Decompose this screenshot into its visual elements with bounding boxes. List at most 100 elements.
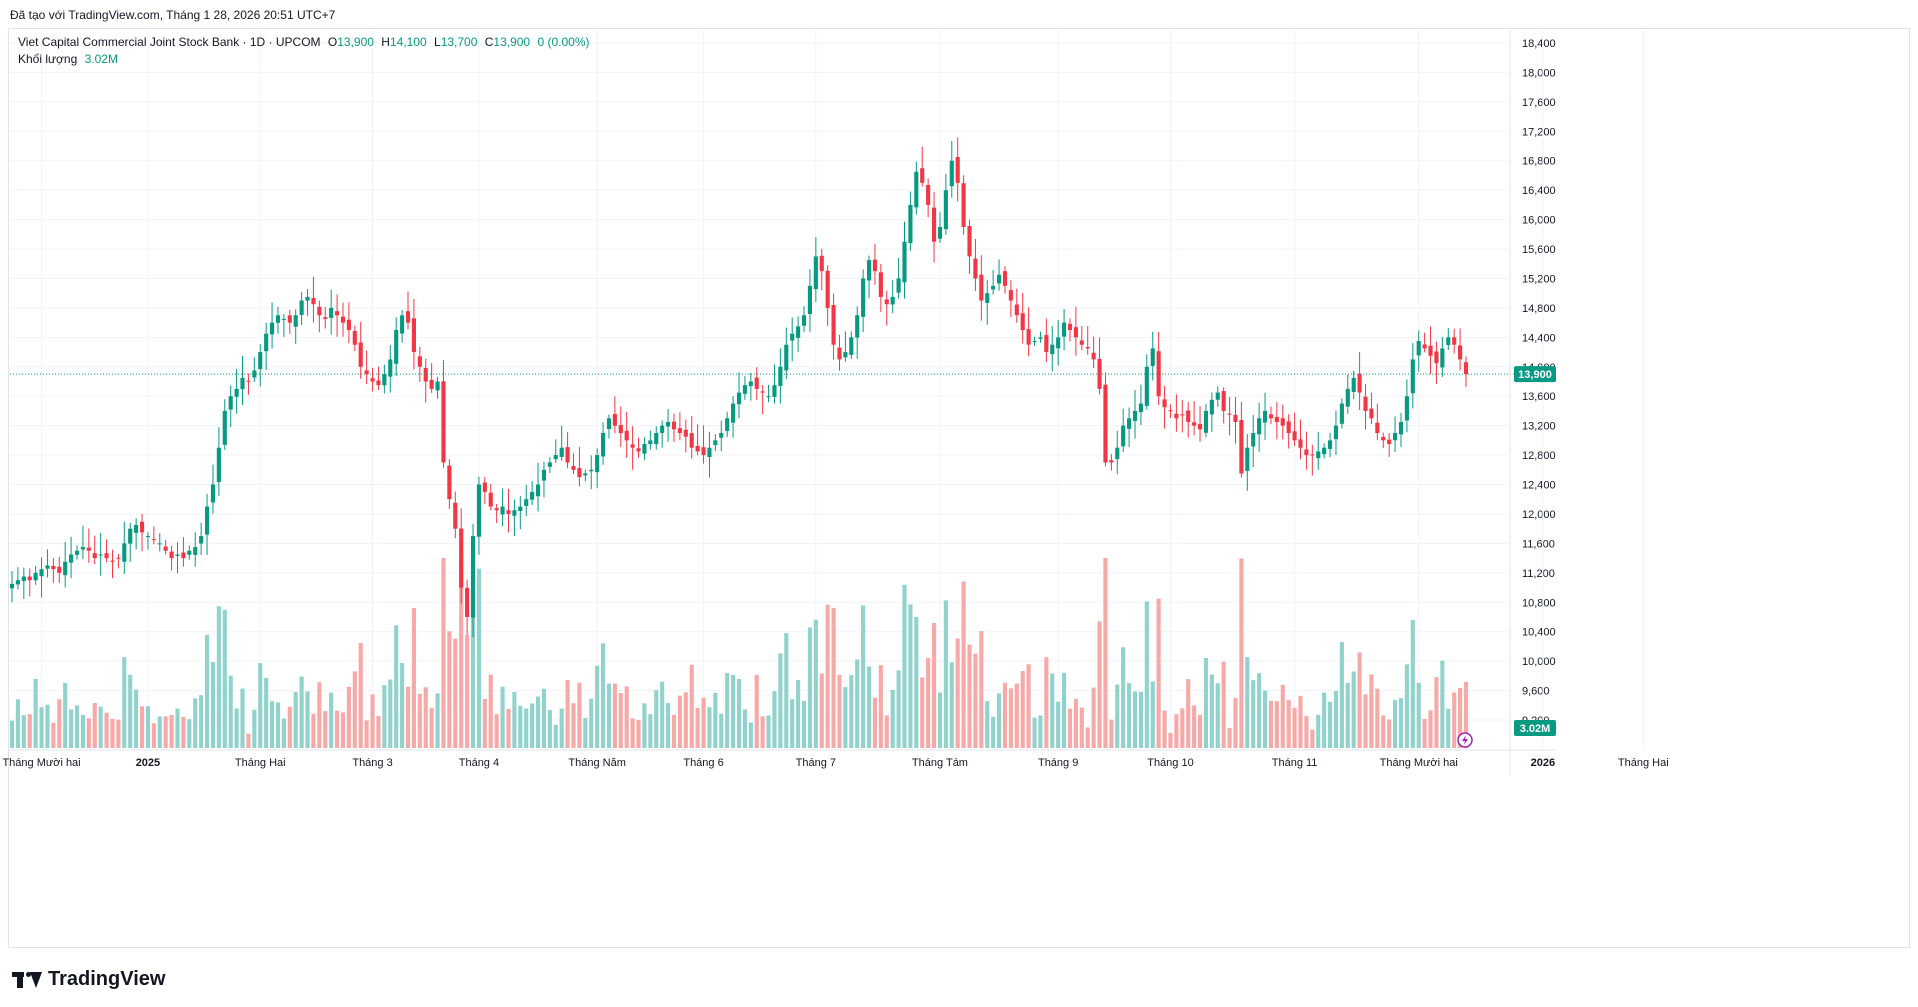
candle-body[interactable] bbox=[1103, 384, 1108, 463]
candle-body[interactable] bbox=[9, 583, 15, 589]
candle-body[interactable] bbox=[1186, 410, 1191, 422]
candle-body[interactable] bbox=[772, 385, 777, 397]
candle-body[interactable] bbox=[110, 560, 115, 562]
candle-body[interactable] bbox=[169, 551, 174, 559]
candle-body[interactable] bbox=[299, 300, 304, 315]
candle-body[interactable] bbox=[606, 418, 612, 430]
candle-body[interactable] bbox=[1310, 454, 1315, 456]
candle-body[interactable] bbox=[1257, 418, 1262, 435]
candle-body[interactable] bbox=[677, 428, 682, 434]
candle-body[interactable] bbox=[15, 580, 20, 585]
candle-body[interactable] bbox=[417, 356, 422, 367]
candle-body[interactable] bbox=[45, 565, 50, 569]
candle-body[interactable] bbox=[151, 539, 156, 541]
candle-body[interactable] bbox=[666, 421, 671, 427]
candle-body[interactable] bbox=[134, 524, 139, 533]
candle-body[interactable] bbox=[476, 484, 482, 537]
candle-body[interactable] bbox=[199, 536, 204, 544]
candle-body[interactable] bbox=[1150, 348, 1155, 366]
candle-body[interactable] bbox=[624, 430, 629, 441]
candle-body[interactable] bbox=[589, 469, 594, 472]
candle-body[interactable] bbox=[1138, 403, 1143, 413]
price-chart[interactable]: 9,2009,60010,00010,40010,80011,20011,600… bbox=[0, 0, 1918, 960]
candle-body[interactable] bbox=[577, 468, 582, 478]
candle-body[interactable] bbox=[1008, 290, 1013, 301]
candle-body[interactable] bbox=[1221, 391, 1226, 411]
candle-body[interactable] bbox=[1091, 352, 1096, 360]
candle-body[interactable] bbox=[104, 553, 109, 559]
candle-body[interactable] bbox=[671, 421, 677, 430]
candle-body[interactable] bbox=[51, 565, 56, 570]
candle-body[interactable] bbox=[1280, 418, 1285, 426]
candle-body[interactable] bbox=[1446, 337, 1451, 346]
candle-body[interactable] bbox=[465, 587, 470, 617]
candle-body[interactable] bbox=[222, 410, 227, 445]
candle-body[interactable] bbox=[323, 317, 328, 319]
candle-body[interactable] bbox=[1014, 304, 1019, 316]
candle-body[interactable] bbox=[813, 256, 818, 290]
candle-body[interactable] bbox=[405, 311, 411, 323]
candle-body[interactable] bbox=[311, 297, 316, 305]
candle-body[interactable] bbox=[1363, 396, 1368, 411]
candle-body[interactable] bbox=[423, 367, 428, 382]
candle-body[interactable] bbox=[21, 576, 26, 581]
candle-body[interactable] bbox=[340, 316, 346, 323]
candle-body[interactable] bbox=[707, 447, 712, 458]
candle-body[interactable] bbox=[1192, 422, 1197, 426]
candle-body[interactable] bbox=[358, 342, 363, 367]
candle-body[interactable] bbox=[701, 447, 706, 456]
candle-body[interactable] bbox=[470, 536, 476, 618]
candle-body[interactable] bbox=[890, 296, 895, 305]
candle-body[interactable] bbox=[565, 447, 570, 463]
candle-body[interactable] bbox=[1251, 433, 1256, 447]
candle-body[interactable] bbox=[281, 318, 286, 320]
candle-body[interactable] bbox=[1345, 388, 1350, 407]
candle-body[interactable] bbox=[352, 331, 357, 345]
candle-body[interactable] bbox=[547, 462, 552, 467]
candle-body[interactable] bbox=[175, 554, 180, 556]
candle-body[interactable] bbox=[612, 414, 617, 426]
candle-body[interactable] bbox=[1002, 271, 1008, 286]
candle-body[interactable] bbox=[1274, 416, 1279, 422]
candle-body[interactable] bbox=[1227, 413, 1232, 415]
candle-body[interactable] bbox=[246, 380, 251, 382]
candle-body[interactable] bbox=[530, 491, 535, 500]
candle-body[interactable] bbox=[240, 377, 245, 390]
candle-body[interactable] bbox=[1262, 410, 1268, 423]
candle-body[interactable] bbox=[1174, 413, 1179, 419]
candle-body[interactable] bbox=[69, 554, 74, 563]
candle-body[interactable] bbox=[376, 380, 381, 386]
candle-body[interactable] bbox=[973, 258, 978, 279]
candle-body[interactable] bbox=[920, 168, 925, 183]
candle-body[interactable] bbox=[985, 293, 990, 303]
candle-body[interactable] bbox=[683, 429, 688, 437]
candle-body[interactable] bbox=[967, 226, 972, 257]
candle-body[interactable] bbox=[1434, 351, 1439, 364]
candle-body[interactable] bbox=[1398, 421, 1404, 435]
candle-body[interactable] bbox=[630, 444, 635, 448]
candle-body[interactable] bbox=[943, 190, 948, 230]
candle-body[interactable] bbox=[1050, 344, 1055, 355]
candle-body[interactable] bbox=[264, 333, 269, 352]
candle-body[interactable] bbox=[1463, 362, 1469, 375]
candle-body[interactable] bbox=[459, 528, 464, 588]
candle-body[interactable] bbox=[855, 315, 860, 338]
candle-body[interactable] bbox=[1085, 346, 1090, 349]
candle-body[interactable] bbox=[849, 337, 854, 355]
candle-body[interactable] bbox=[1286, 421, 1291, 434]
candle-body[interactable] bbox=[760, 391, 765, 393]
candle-body[interactable] bbox=[713, 440, 718, 446]
candle-body[interactable] bbox=[145, 536, 151, 538]
candle-body[interactable] bbox=[33, 572, 38, 581]
volume-label[interactable]: Khối lượng bbox=[18, 52, 78, 66]
candle-body[interactable] bbox=[1215, 392, 1220, 400]
candle-body[interactable] bbox=[872, 259, 878, 272]
candle-body[interactable] bbox=[524, 499, 529, 506]
candle-body[interactable] bbox=[1452, 337, 1457, 345]
candle-body[interactable] bbox=[122, 543, 127, 562]
candle-body[interactable] bbox=[1381, 436, 1386, 441]
tradingview-branding[interactable]: TradingView bbox=[12, 968, 165, 991]
candle-body[interactable] bbox=[600, 433, 606, 457]
candle-body[interactable] bbox=[411, 318, 416, 353]
candle-body[interactable] bbox=[210, 484, 216, 503]
